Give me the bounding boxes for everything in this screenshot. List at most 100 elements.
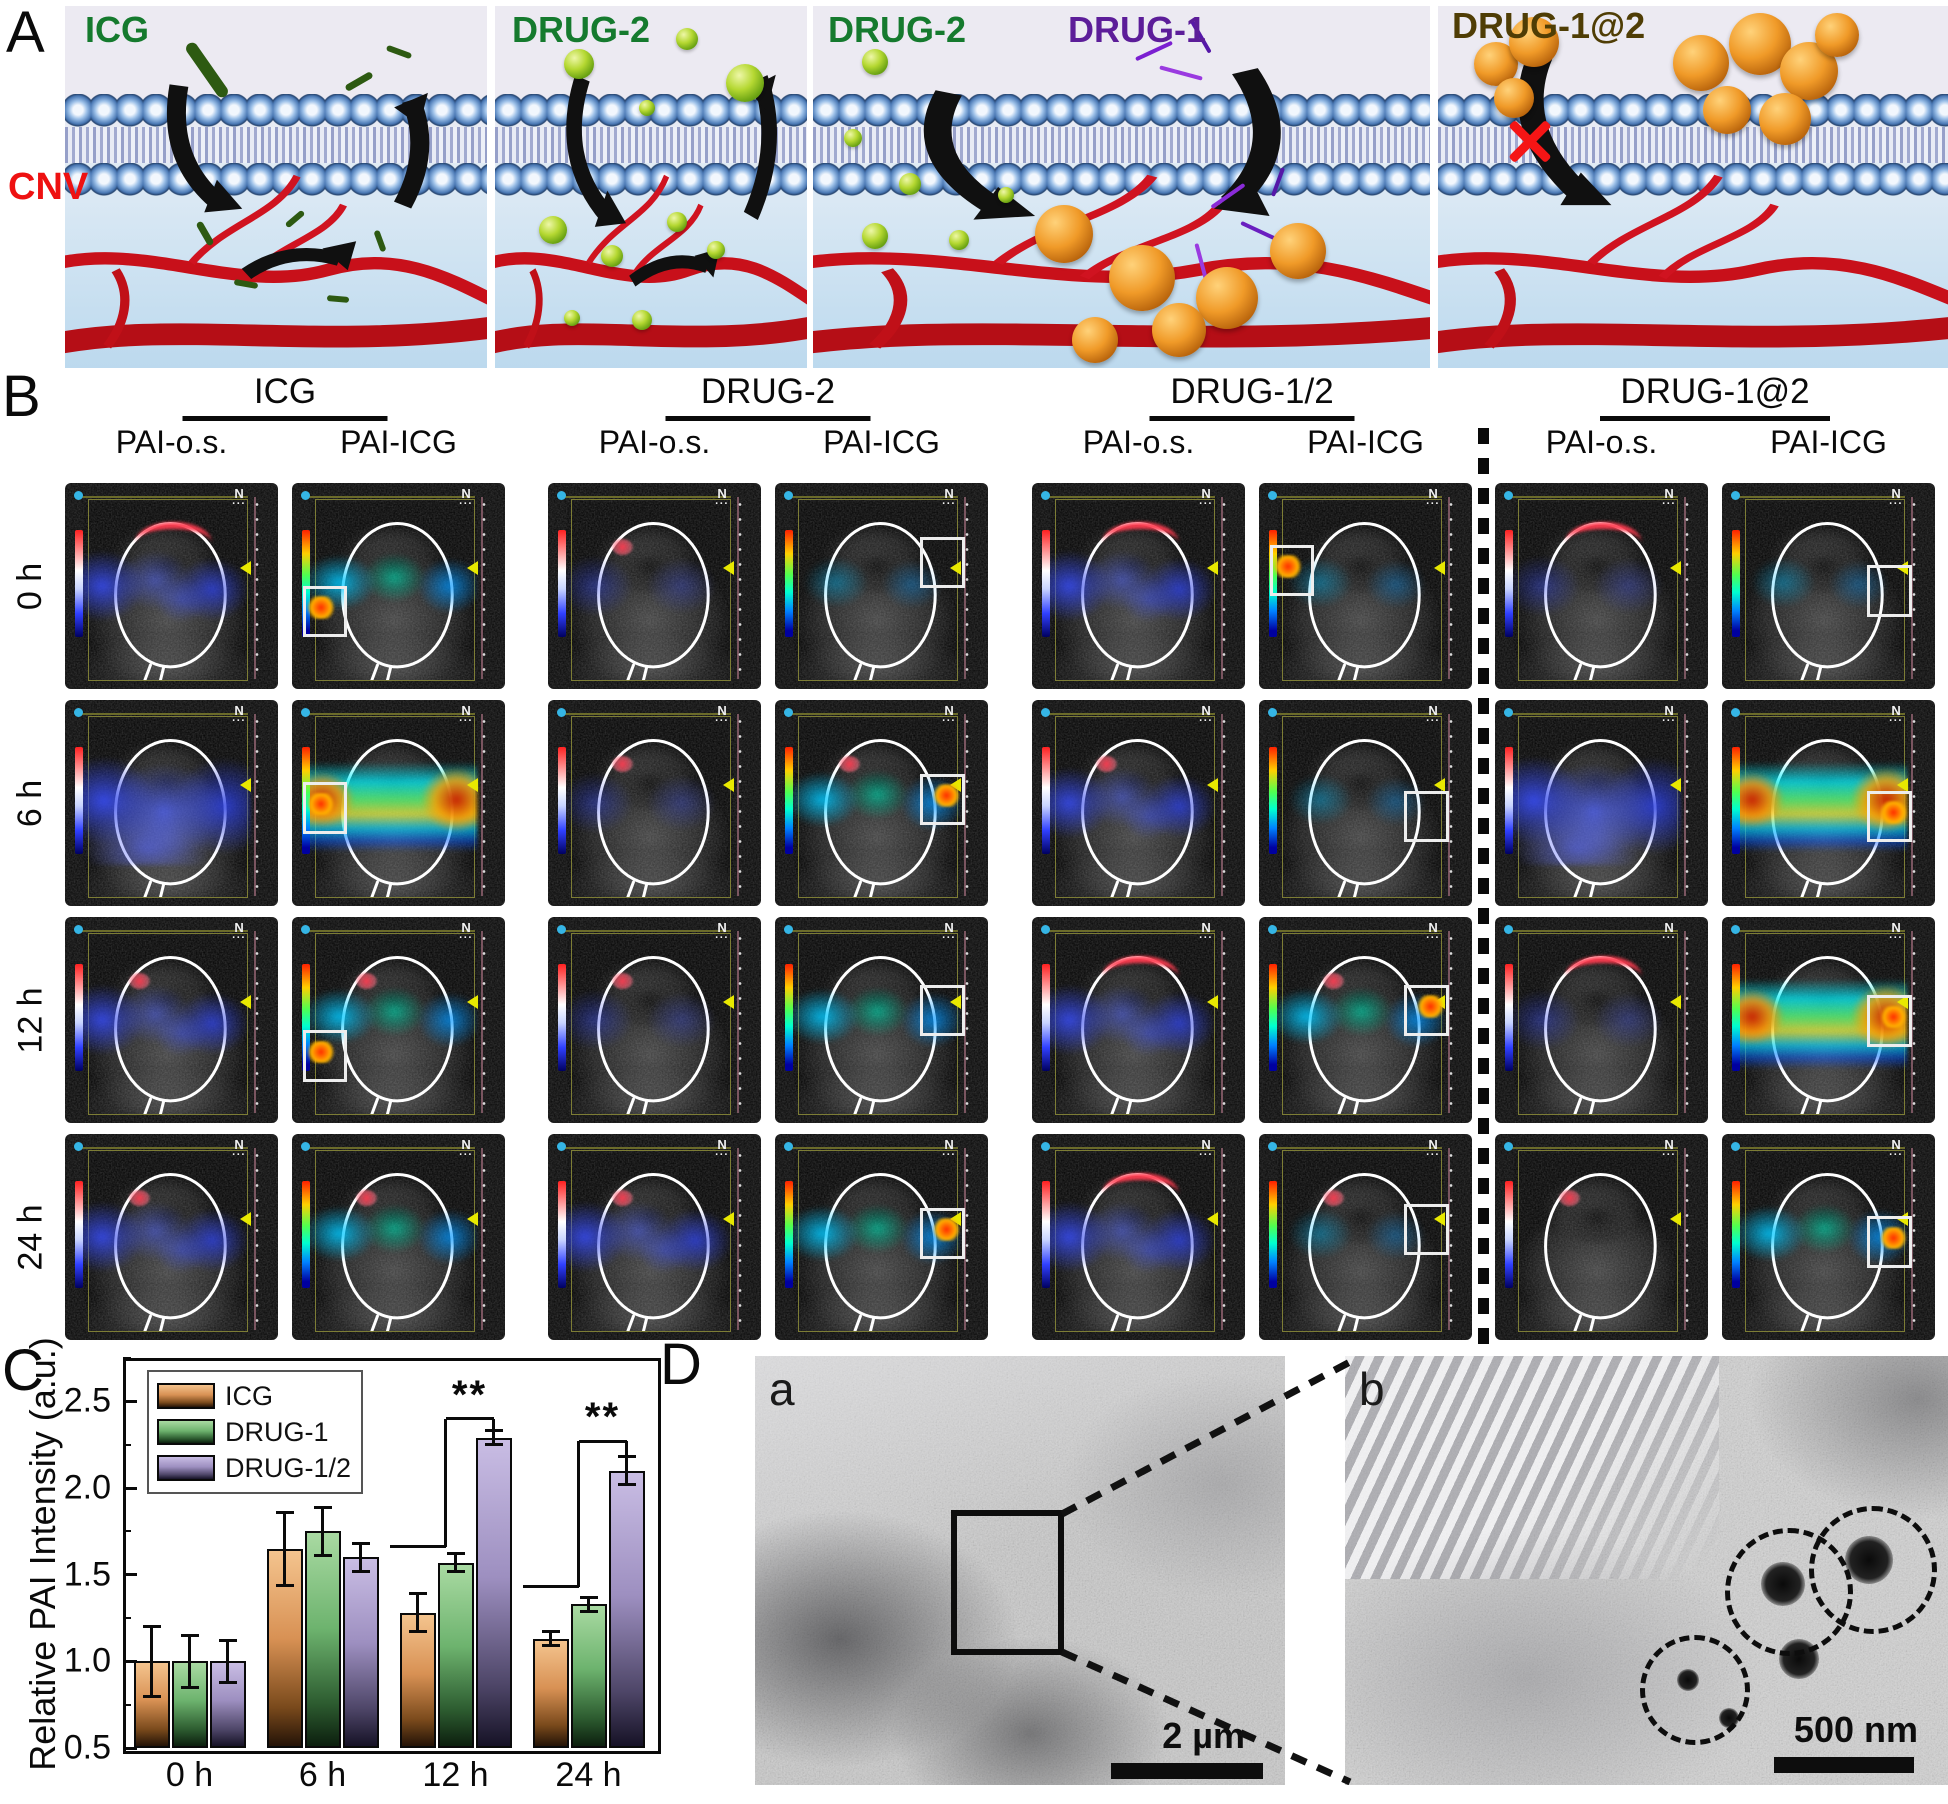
red-signal-spot (355, 972, 378, 990)
y-minor-tick (123, 1703, 131, 1706)
error-bar (321, 1507, 324, 1556)
bar-drug-1-24h (570, 1604, 607, 1748)
sig-bracket-drop (492, 1418, 495, 1431)
roi-box (920, 774, 965, 826)
frame-top-rule (1273, 930, 1443, 933)
probe-marker-dot (73, 1142, 83, 1152)
colorbar-grayscale-red (1504, 747, 1514, 855)
pai-image-cell: N ··· (775, 1134, 988, 1340)
x-tick-label: 6 h (298, 1756, 347, 1794)
colorbar-rainbow (1268, 747, 1278, 855)
colorbar-grayscale-red (1041, 747, 1051, 855)
pai-signal-overlay (787, 1201, 961, 1272)
roi-box (1867, 565, 1912, 617)
pai-signal-overlay (304, 1201, 478, 1272)
ruler-ticks (1447, 714, 1454, 896)
colorbar-rainbow (784, 747, 794, 855)
pai-signal-overlay (1734, 550, 1908, 621)
transport-arrows (166, 84, 430, 280)
colorbar-grayscale-red (1504, 964, 1514, 1072)
transport-arrows (566, 74, 777, 287)
image-frame (571, 716, 732, 898)
pai-signal-overlay (1734, 978, 1908, 1070)
orientation-marker: N ··· (1662, 1137, 1677, 1161)
colorbar-rainbow (1268, 530, 1278, 638)
column-header-pai: PAI-ICG (1770, 424, 1887, 460)
error-bar (188, 1635, 191, 1688)
drug1at2-nanoparticle (1815, 13, 1860, 58)
ruler-ticks (480, 1148, 487, 1330)
red-signal-spot (611, 755, 634, 773)
ruler-marker-arrow (723, 1212, 735, 1227)
icg-rod (326, 294, 349, 303)
orientation-marker: N ··· (1426, 920, 1441, 944)
ruler-ticks (1220, 1148, 1227, 1330)
bar-drug-1-6h (304, 1531, 341, 1748)
sig-bracket-drop (625, 1441, 628, 1457)
drug1at2-nanoparticle (1509, 16, 1560, 67)
orientation-marker: N ··· (1199, 486, 1214, 510)
drug2-sphere (563, 49, 594, 80)
error-cap-bottom (617, 1483, 636, 1487)
ruler-ticks (253, 1148, 260, 1330)
red-signal-spot (611, 538, 634, 556)
frame-top-rule (1046, 713, 1216, 716)
colorbar-rainbow (301, 964, 311, 1072)
ruler-marker-arrow (467, 995, 479, 1010)
pai-signal-overlay (1734, 1201, 1908, 1272)
column-header-pai: PAI-o.s. (1545, 424, 1658, 460)
red-signal-spot (1322, 972, 1345, 990)
roi-box (920, 1208, 965, 1260)
frame-top-rule (79, 930, 249, 933)
error-bar (416, 1593, 419, 1632)
pai-image-cell: N ··· (1032, 1134, 1245, 1340)
y-tick-label: 2.5 (63, 1381, 111, 1420)
probe-marker-dot (1040, 925, 1050, 935)
error-cap-bottom (351, 1569, 370, 1573)
pai-image-cell: N ··· (1032, 700, 1245, 906)
ruler-ticks (253, 931, 260, 1113)
image-frame (1282, 1150, 1443, 1332)
significance-stars: ** (451, 1372, 488, 1417)
pai-signal-overlay (1271, 984, 1445, 1055)
red-signal-spot (128, 1189, 151, 1207)
label-drug1: DRUG-1 (1068, 9, 1207, 50)
frame-top-rule (1273, 713, 1443, 716)
row-label-text: 6 h (11, 779, 50, 827)
frame-top-rule (1046, 496, 1216, 499)
pai-image-cell: N ··· (292, 917, 505, 1123)
colorbar-rainbow (784, 964, 794, 1072)
roi-box (1404, 984, 1449, 1037)
chart-legend: ICG DRUG-1 DRUG-1/2 (147, 1370, 364, 1494)
drug1at2-nanoparticle (1195, 266, 1258, 329)
tem-a-label: a (769, 1363, 795, 1415)
colorbar-rainbow (1268, 964, 1278, 1072)
sig-bracket-low (522, 1585, 579, 1589)
error-cap-top (484, 1429, 503, 1433)
colorbar-grayscale-red (1041, 530, 1051, 638)
error-bar (587, 1597, 590, 1612)
roi-hotspot (1879, 1226, 1908, 1250)
legend-swatch (157, 1419, 215, 1445)
red-signal-spot (1322, 1189, 1345, 1207)
drug2-sphere (632, 310, 653, 331)
lipid-tails (813, 127, 1430, 163)
nanoparticle-circle-2 (1809, 1506, 1938, 1635)
tem-a-scale-text: 2 µm (1162, 1715, 1245, 1756)
frame-top-rule (1509, 1147, 1679, 1150)
colorbar-rainbow (301, 1181, 311, 1289)
red-signal-spot (355, 1189, 378, 1207)
red-signal-spot (128, 972, 151, 990)
speckle-noise (1722, 483, 1935, 689)
ruler-marker-arrow (240, 561, 252, 576)
pai-image-cell: N ··· (1032, 917, 1245, 1123)
error-bar (549, 1631, 552, 1646)
ruler-marker-arrow (723, 778, 735, 793)
ruler-ticks (1447, 931, 1454, 1113)
error-bar (226, 1640, 229, 1683)
drug2-sphere (998, 187, 1015, 203)
ruler-ticks (480, 931, 487, 1113)
speckle-noise (1495, 1134, 1708, 1340)
roi-hotspot (932, 784, 961, 808)
drug2-sphere (948, 230, 969, 251)
